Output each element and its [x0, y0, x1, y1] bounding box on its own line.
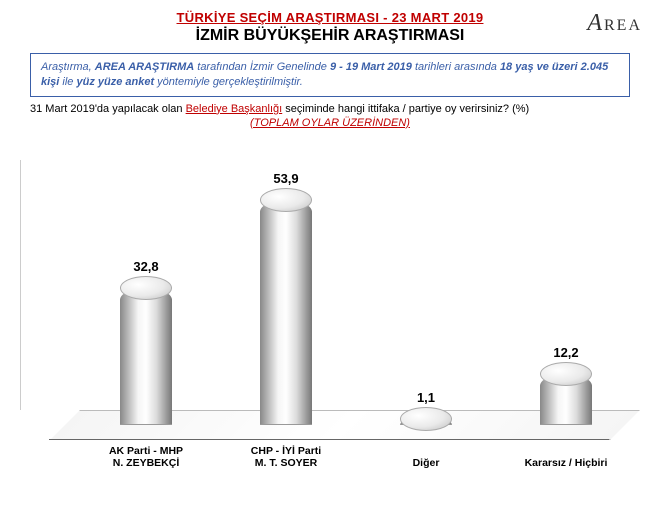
info-t2: tarafından İzmir Genelinde [194, 61, 330, 73]
question-pre: 31 Mart 2019'da yapılacak olan [30, 103, 186, 115]
bar-label: Kararsız / Hiçbiri [506, 457, 626, 470]
info-em4: yüz yüze anket [76, 76, 154, 88]
logo-text: REA [604, 17, 642, 34]
bar-top [540, 362, 592, 386]
question-highlight: Belediye Başkanlığı [186, 103, 283, 115]
info-t5: yöntemiyle gerçekleştirilmiştir. [154, 76, 303, 88]
bar-value: 32,8 [116, 259, 176, 274]
logo-prefix: A [587, 10, 604, 36]
question-post: seçiminde hangi ittifaka / partiye oy ve… [282, 103, 529, 115]
bar-front [260, 200, 312, 425]
info-box: Araştırma, AREA ARAŞTIRMA tarafından İzm… [30, 53, 630, 97]
bar-top [400, 407, 452, 431]
logo: AREA [587, 10, 642, 37]
info-em1: AREA ARAŞTIRMA [95, 61, 194, 73]
chart-axis [49, 439, 609, 440]
chart: 32,8 AK Parti - MHPN. ZEYBEKÇİ 53,9 CHP - İ… [50, 160, 610, 480]
bar-value: 12,2 [536, 345, 596, 360]
question-row: 31 Mart 2019'da yapılacak olan Belediye … [30, 103, 630, 115]
bar-value: 1,1 [396, 390, 456, 405]
info-em2: 9 - 19 Mart 2019 [330, 61, 412, 73]
bar-label: CHP - İYİ PartiM. T. SOYER [226, 445, 346, 470]
header: TÜRKİYE SEÇİM ARAŞTIRMASI - 23 MART 2019… [0, 0, 660, 45]
info-t4: ile [59, 76, 76, 88]
bar-front [120, 288, 172, 425]
question-sub: (TOPLAM OYLAR ÜZERİNDEN) [0, 117, 660, 129]
title-sub: İZMİR BÜYÜKŞEHİR ARAŞTIRMASI [0, 27, 660, 45]
bar-label: AK Parti - MHPN. ZEYBEKÇİ [86, 445, 206, 470]
title-main: TÜRKİYE SEÇİM ARAŞTIRMASI - 23 MART 2019 [0, 10, 660, 25]
bar-label: Diğer [366, 457, 486, 470]
bar-value: 53,9 [256, 171, 316, 186]
info-t3: tarihleri arasında [412, 61, 500, 73]
chart-wall [20, 160, 21, 410]
info-t1: Araştırma, [41, 61, 95, 73]
